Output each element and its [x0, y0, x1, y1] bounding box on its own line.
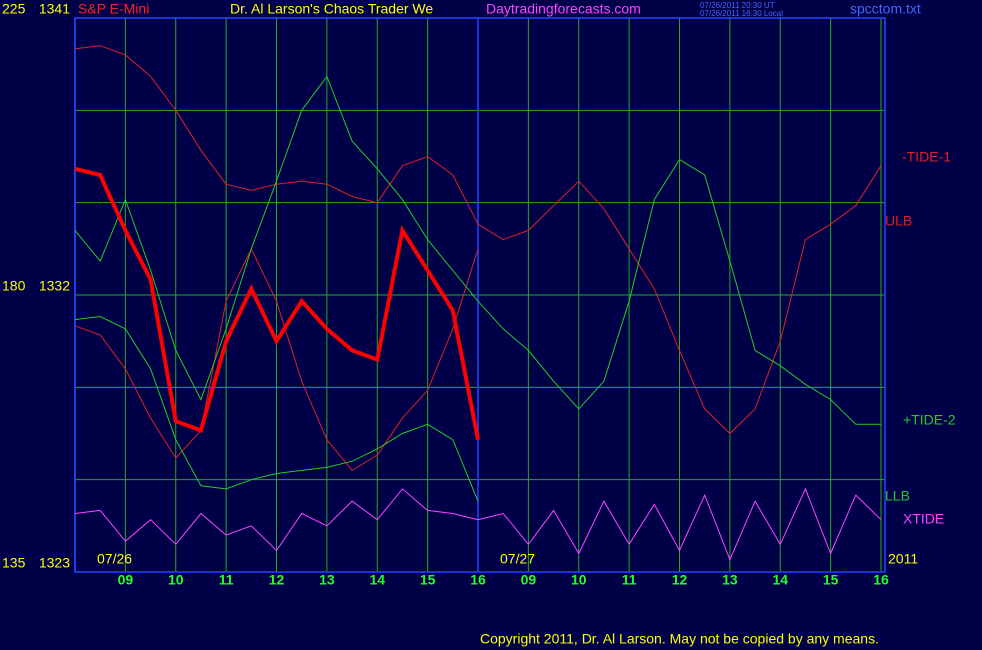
chart-title: Dr. Al Larson's Chaos Trader We — [230, 1, 433, 17]
y-tick-label: 1332 — [39, 278, 70, 294]
series-label: XTIDE — [903, 511, 944, 527]
x-tick-label: 11 — [219, 572, 234, 588]
timestamp: 07/26/2011 16:30 Local — [700, 9, 783, 18]
x-tick-label: 09 — [118, 572, 134, 588]
date-label: 07/26 — [97, 551, 132, 567]
plot-border — [74, 17, 886, 573]
x-tick-label: 14 — [772, 572, 788, 588]
file-name: spcctom.txt — [850, 1, 921, 17]
y2-tick-label: 225 — [2, 1, 26, 17]
timestamp: 07/26/2011 20:30 UT — [700, 1, 775, 10]
x-tick-label: 12 — [672, 572, 688, 588]
date-label: 07/27 — [500, 551, 535, 567]
cycle-line — [74, 487, 882, 562]
series-label: ULB — [885, 213, 912, 229]
copyright: Copyright 2011, Dr. Al Larson. May not b… — [480, 631, 879, 647]
cycle-line — [74, 75, 881, 425]
y2-tick-label: 180 — [2, 278, 26, 294]
site: Daytradingforecasts.com — [486, 1, 641, 17]
x-tick-label: 14 — [369, 572, 385, 588]
instrument: S&P E-Mini — [78, 1, 149, 17]
y2-tick-label: 135 — [2, 555, 26, 571]
x-tick-label: 15 — [420, 572, 436, 588]
y-tick-label: 1341 — [39, 1, 70, 17]
year: 2011 — [888, 551, 918, 567]
x-tick-label: 11 — [622, 572, 637, 588]
x-tick-label: 10 — [571, 572, 587, 588]
x-tick-label: 13 — [319, 572, 335, 588]
x-tick-label: 09 — [521, 572, 537, 588]
series-label: LLB — [885, 488, 910, 504]
series-label: +TIDE-2 — [903, 412, 956, 428]
cycle-line — [74, 315, 479, 502]
price-line — [74, 166, 480, 441]
series-label: -TIDE-1 — [902, 149, 951, 165]
x-tick-label: 10 — [168, 572, 184, 588]
x-tick-label: 16 — [470, 572, 486, 588]
cycle-line — [74, 247, 479, 472]
x-tick-label: 12 — [269, 572, 285, 588]
x-tick-label: 13 — [722, 572, 738, 588]
x-tick-label: 15 — [823, 572, 839, 588]
x-tick-label: 16 — [873, 572, 889, 588]
cycle-line — [74, 45, 882, 435]
y-tick-label: 1323 — [39, 555, 70, 571]
